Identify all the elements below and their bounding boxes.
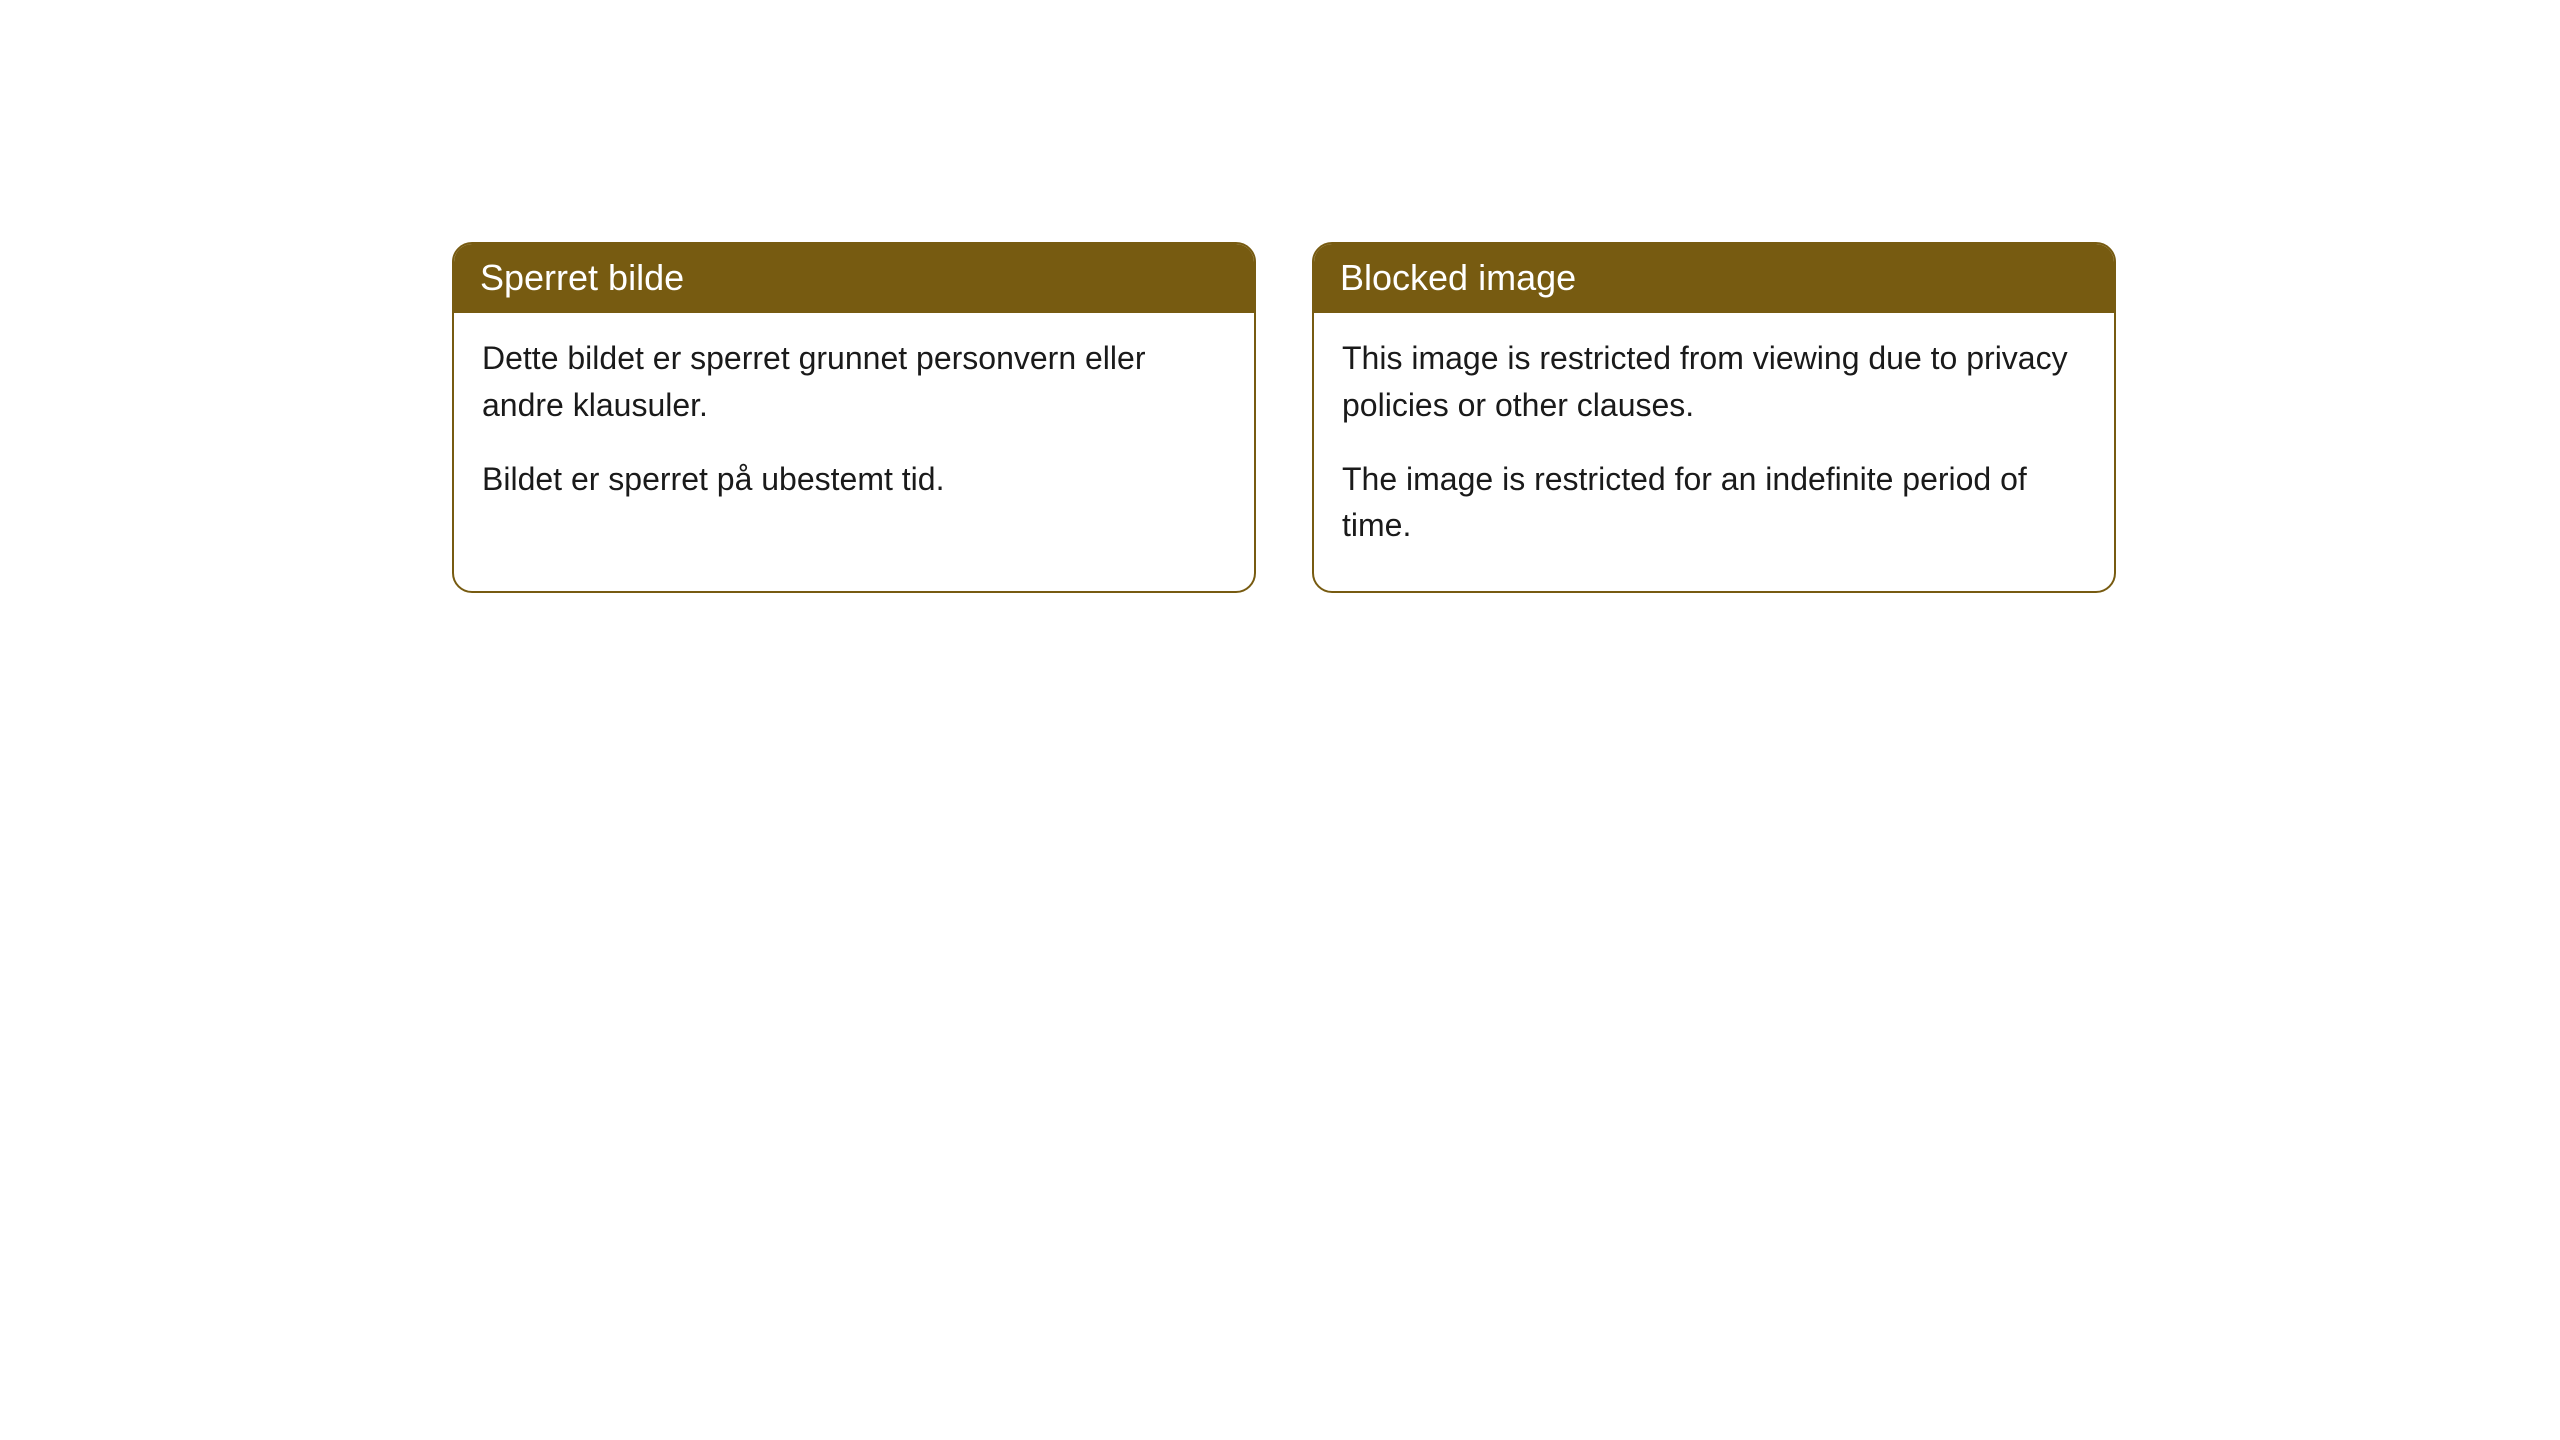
- card-text-line-1: This image is restricted from viewing du…: [1342, 335, 2086, 428]
- notice-container: Sperret bilde Dette bildet er sperret gr…: [0, 0, 2560, 593]
- blocked-image-card-norwegian: Sperret bilde Dette bildet er sperret gr…: [452, 242, 1256, 593]
- card-text-line-2: Bildet er sperret på ubestemt tid.: [482, 456, 1226, 502]
- card-header-english: Blocked image: [1314, 244, 2114, 313]
- card-header-norwegian: Sperret bilde: [454, 244, 1254, 313]
- card-body-english: This image is restricted from viewing du…: [1314, 313, 2114, 591]
- card-text-line-1: Dette bildet er sperret grunnet personve…: [482, 335, 1226, 428]
- blocked-image-card-english: Blocked image This image is restricted f…: [1312, 242, 2116, 593]
- card-body-norwegian: Dette bildet er sperret grunnet personve…: [454, 313, 1254, 544]
- card-text-line-2: The image is restricted for an indefinit…: [1342, 456, 2086, 549]
